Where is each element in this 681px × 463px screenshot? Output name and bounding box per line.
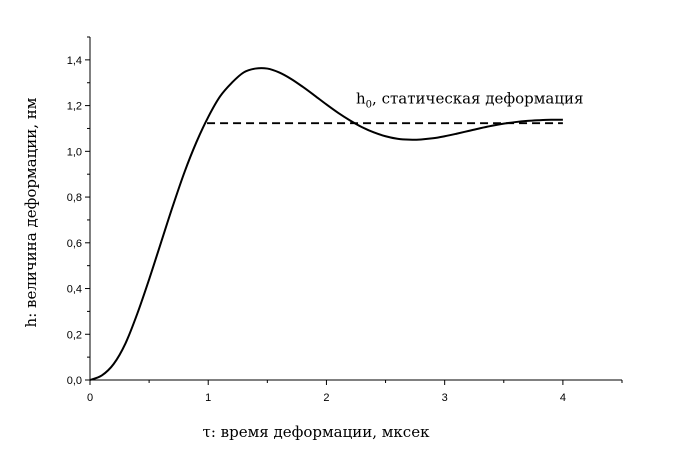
y-tick-label: 0,4 xyxy=(67,284,82,296)
x-tick-label: 3 xyxy=(442,392,448,404)
x-axis-label: τ: время деформации, мксек xyxy=(203,423,431,441)
y-tick-label: 1,2 xyxy=(67,101,82,113)
annotation-sub: 0 xyxy=(366,99,372,110)
y-tick-label: 0,8 xyxy=(67,192,82,204)
x-tick-label: 2 xyxy=(323,392,329,404)
y-tick-label: 0,0 xyxy=(67,375,82,387)
x-tick-label: 0 xyxy=(87,392,93,404)
static-deformation-annotation: h0, статическая деформация xyxy=(356,89,583,110)
y-axis-label: h: величина деформации, нм xyxy=(22,97,40,327)
y-tick-label: 1,4 xyxy=(67,55,82,67)
y-tick-label: 0,2 xyxy=(67,329,82,341)
annotation-main: h xyxy=(356,89,366,107)
ticks: 0,0 0,2 0,4 0,6 0,8 1,0 1,2 1,4 0 1 2 3 4 xyxy=(67,36,623,404)
x-tick-label: 1 xyxy=(205,392,211,404)
deformation-curve xyxy=(89,67,563,381)
annotation-rest: , статическая деформация xyxy=(372,89,583,107)
axes xyxy=(89,37,622,381)
x-tick-label: 4 xyxy=(560,392,566,404)
y-tick-label: 1,0 xyxy=(67,146,82,158)
y-tick-label: 0,6 xyxy=(67,238,82,250)
series-layer xyxy=(89,67,563,381)
